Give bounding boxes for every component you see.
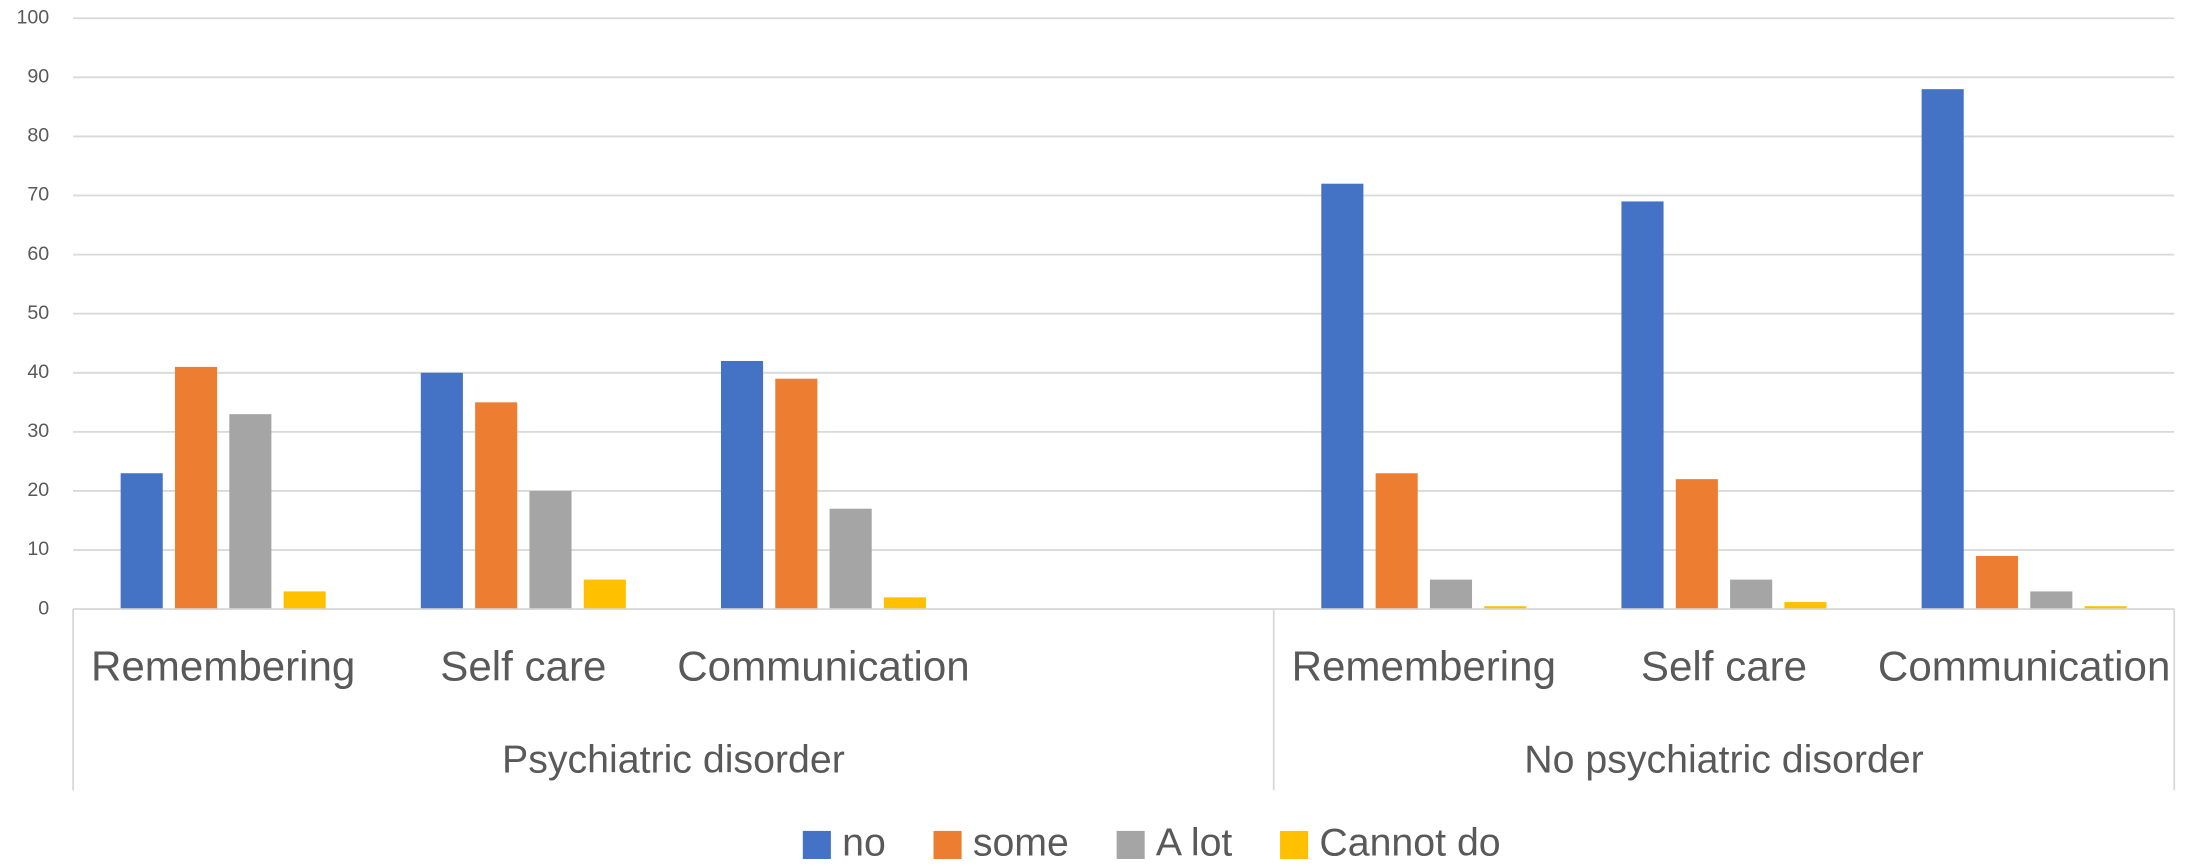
- legend-label: some: [973, 820, 1069, 864]
- bar: [1429, 579, 1473, 610]
- y-tick-label: 20: [27, 479, 49, 501]
- y-tick-label: 10: [27, 538, 49, 560]
- x-tick-label: Communication: [1878, 643, 2170, 690]
- x-tick-label: Remembering: [1292, 643, 1556, 690]
- x-tick-label: Remembering: [91, 643, 355, 690]
- bar: [1975, 555, 2019, 610]
- legend-label: no: [842, 820, 886, 864]
- group-label: Psychiatric disorder: [502, 738, 845, 782]
- bar: [775, 378, 818, 610]
- x-tick-label: Communication: [677, 643, 969, 690]
- bar: [583, 579, 626, 610]
- legend-swatch: [1116, 830, 1145, 859]
- x-tick-label: Self care: [440, 643, 606, 690]
- group-label: No psychiatric disorder: [1524, 738, 1924, 782]
- bar: [283, 591, 326, 610]
- legend-swatch: [1280, 830, 1309, 859]
- bar: [1730, 579, 1773, 610]
- bar: [174, 366, 218, 610]
- bar: [1321, 183, 1364, 610]
- y-tick-label: 50: [27, 302, 49, 324]
- bar: [420, 372, 463, 610]
- bar: [2084, 606, 2127, 610]
- y-tick-label: 30: [27, 420, 49, 442]
- bar: [229, 414, 272, 610]
- y-tick-label: 40: [27, 361, 49, 383]
- y-tick-label: 70: [27, 184, 49, 206]
- y-tick-label: 60: [27, 243, 49, 265]
- bar: [883, 597, 927, 610]
- y-tick-label: 90: [27, 66, 49, 88]
- legend-label: A lot: [1156, 820, 1233, 864]
- bar: [2030, 591, 2073, 610]
- y-tick-label: 0: [38, 597, 49, 619]
- bar: [120, 473, 163, 610]
- bar: [1921, 89, 1964, 610]
- legend-swatch: [933, 830, 962, 859]
- bar: [829, 508, 872, 610]
- bar: [1375, 473, 1418, 610]
- bar: [720, 360, 764, 610]
- bar: [1784, 602, 1827, 610]
- y-tick-label: 100: [16, 6, 49, 28]
- legend-swatch: [802, 830, 831, 859]
- y-tick-label: 80: [27, 125, 49, 147]
- bar: [529, 490, 572, 610]
- bar: [1675, 479, 1718, 610]
- bar: [1621, 201, 1664, 610]
- bar: [475, 402, 518, 610]
- bar: [1484, 606, 1527, 610]
- x-tick-label: Self care: [1641, 643, 1807, 690]
- legend-label: Cannot do: [1319, 820, 1500, 864]
